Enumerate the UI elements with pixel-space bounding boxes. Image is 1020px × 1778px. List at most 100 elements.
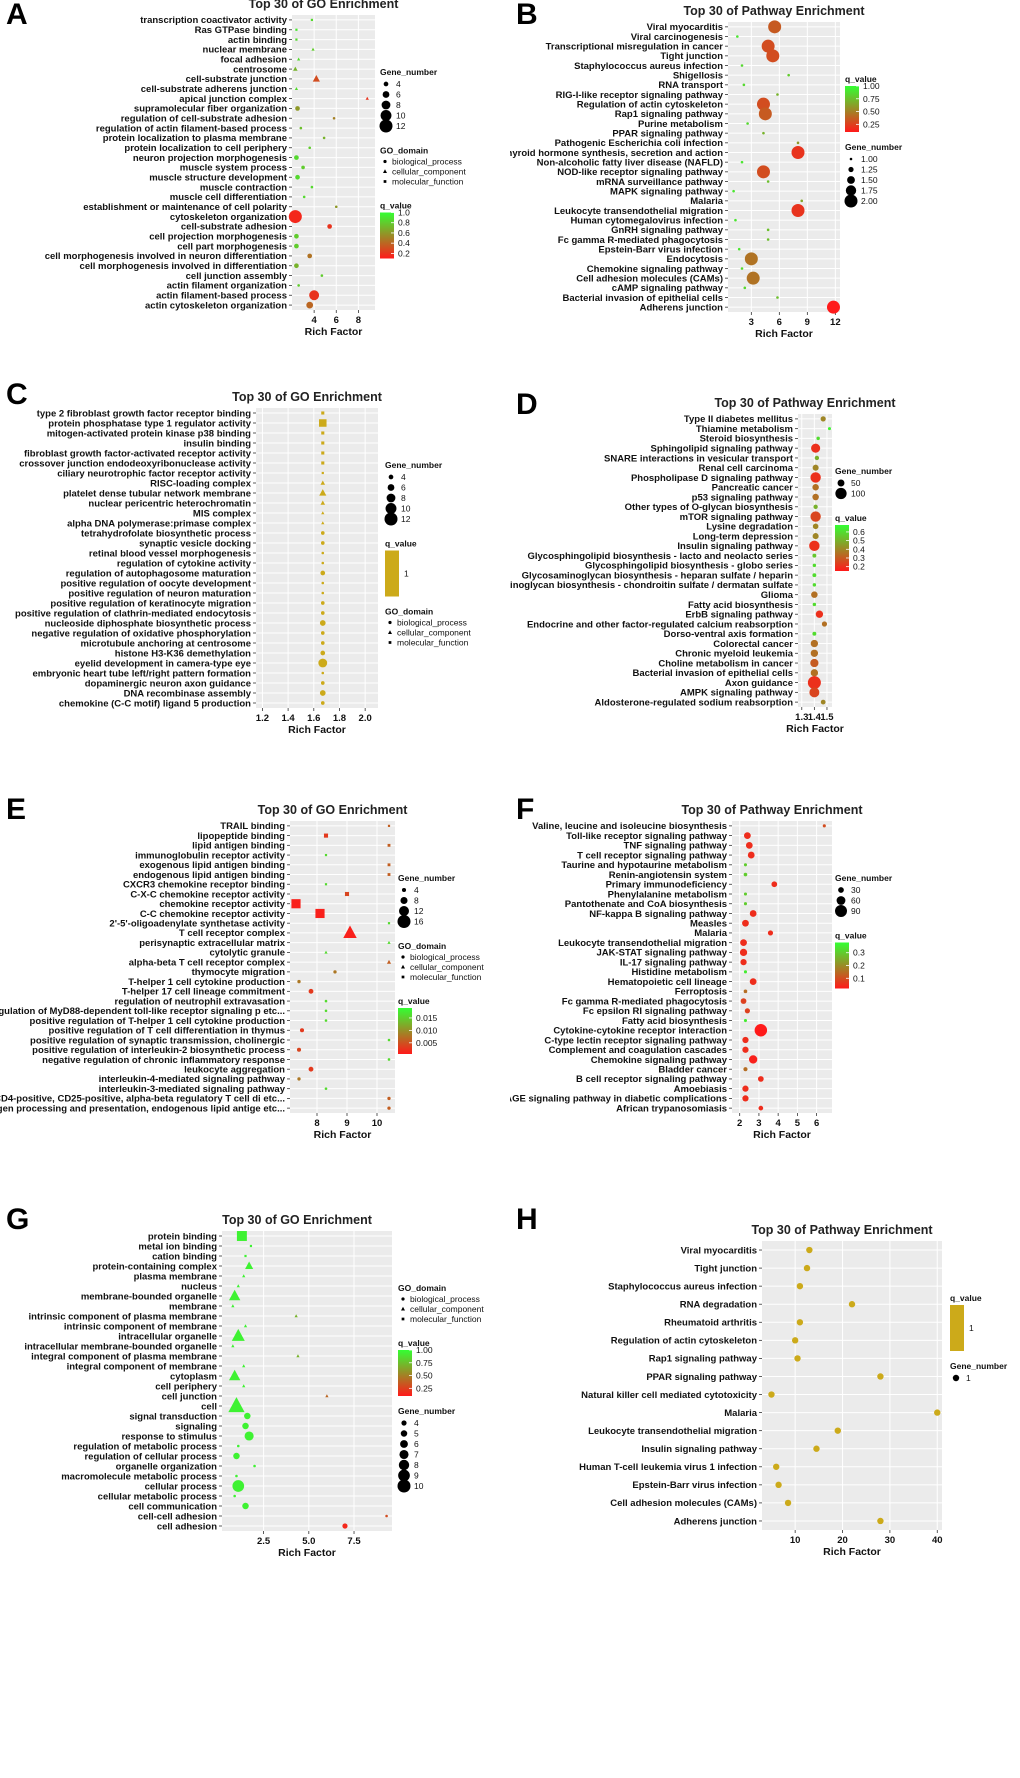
y-tick-label: muscle structure development [149,173,288,184]
chart-svg: Top 30 of GO Enrichment 8 9 10 TRAIL binding… [0,803,484,1141]
y-tick-label: Regulation of actin cytoskeleton [611,1336,757,1347]
data-point [775,1481,782,1489]
data-point [387,824,391,827]
data-point [761,39,775,53]
legend-size-dot [835,487,847,500]
x-axis-title: Rich Factor [786,723,844,735]
data-point [743,989,748,994]
y-tick-label: microtubule anchoring at centrosome [81,638,252,649]
y-tick-label: mRNA surveillance pathway [596,177,724,188]
data-point [308,988,314,994]
legend-size-label: 12 [401,514,411,524]
legend-size-dot [383,81,389,87]
y-tick-label: C-C chemokine receptor activity [140,909,286,920]
x-tick-label: 1.2 [256,713,269,724]
y-tick-label: Renin-angiotensin system [609,870,727,881]
data-point [315,908,325,919]
x-axis-title: Rich Factor [288,724,346,736]
x-tick-label: 7.5 [347,1536,361,1547]
data-point [736,35,739,38]
x-tick-label: 4 [311,315,317,326]
y-tick-label: protein binding [148,1231,217,1242]
plot-area [222,1231,392,1531]
data-point [739,948,748,957]
x-tick-label: 9 [805,317,810,328]
data-point [297,284,300,287]
data-point [321,671,325,675]
data-point [320,274,324,277]
y-tick-label: Chemokine signaling pathway [591,1055,728,1066]
y-tick-label: Taurine and hypotaurine metabolism [561,860,727,871]
data-point [742,1085,749,1092]
data-point [332,116,336,120]
y-tick-label: cation binding [152,1251,217,1262]
legend-size-label: 8 [414,896,419,906]
y-tick-label: intracellular membrane-bounded organelle [24,1341,217,1352]
legend-shape-marker [388,620,392,625]
y-tick-label: cell morphogenesis involved in different… [80,261,288,272]
y-tick-label: Sphingolipid signaling pathway [651,443,794,454]
data-point [740,998,747,1004]
y-tick-label: muscle contraction [200,182,287,193]
legend-size-dot [845,185,857,196]
x-axis-title: Rich Factor [314,1129,372,1141]
y-tick-label: IL-17 signaling pathway [620,957,728,968]
y-tick-label: T cell receptor signaling pathway [577,850,728,861]
data-point [320,641,325,645]
data-point [321,441,325,445]
y-tick-label: positive regulation of neuron maturation [68,588,251,599]
colorbar-label: 0.6 [398,228,410,238]
data-point [387,843,391,847]
legend-title: GO_domain [380,146,428,156]
y-tick-label: exogenous lipid antigen binding [139,860,285,871]
data-point [812,602,817,607]
data-point [771,881,778,888]
data-point [809,540,820,552]
data-point [244,1431,254,1441]
y-tick-label: Amoebiasis [674,1084,727,1095]
data-point [813,504,818,509]
legend-title: Gene_number [398,873,456,883]
legend-size-label: 1.50 [861,175,878,185]
colorbar [398,1350,412,1396]
legend-size-dot [397,1479,411,1493]
data-point [877,1373,884,1380]
x-tick-label: 10 [372,1118,383,1129]
legend-size-label: 12 [414,906,424,916]
data-point [333,970,337,974]
data-point [385,1514,388,1518]
y-tick-label: Viral myocarditis [647,22,723,33]
legend-title: q_value [835,513,867,523]
legend-title: q_value [380,201,412,211]
legend-shape-label: molecular_function [410,972,482,982]
data-point [295,106,300,111]
data-point [810,472,821,483]
colorbar-label: 1.0 [398,208,410,218]
data-point [827,427,831,431]
y-tick-label: Regulation of actin cytoskeleton [577,99,723,110]
legend-shape-marker [383,169,387,173]
legend-title: Gene_number [398,1406,456,1416]
y-tick-label: NF-kappa B signaling pathway [589,909,727,920]
data-point [784,1499,792,1507]
y-tick-label: C-type lectin receptor signaling pathway [544,1035,727,1046]
y-tick-label: Fc epsilon RI signaling pathway [583,1006,728,1017]
data-point [321,591,325,595]
y-tick-label: nuclear membrane [203,45,287,56]
data-point [744,832,751,839]
y-tick-label: Phenylalanine metabolism [608,889,727,900]
data-point [233,1494,236,1498]
data-point [387,873,391,876]
x-tick-label: 1.4 [808,712,822,723]
legend-size-dot [401,1420,407,1426]
data-point [812,583,817,587]
plot-area [732,821,832,1113]
y-tick-label: actin filament organization [167,281,288,292]
legend-shape-marker [383,180,387,183]
data-point [743,286,747,290]
y-tick-label: cell projection morphogenesis [149,232,287,243]
legend-shape-label: cellular_component [410,1304,484,1314]
colorbar [950,1305,964,1351]
data-point [321,411,325,415]
